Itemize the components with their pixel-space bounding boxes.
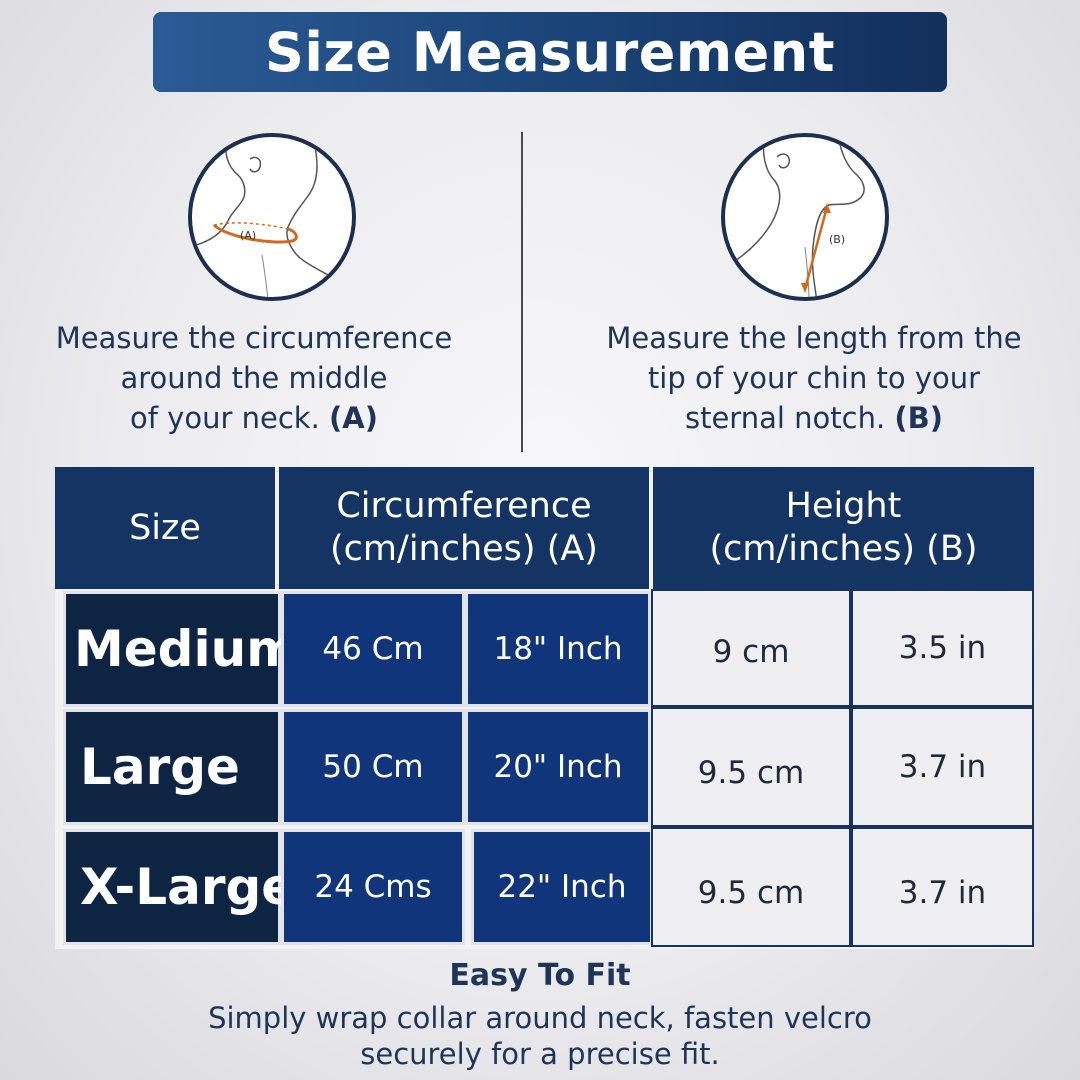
page-title: Size Measurement [264,20,836,84]
instruction-b-tag: (B) [894,401,944,435]
easy-to-fit-title: Easy To Fit [449,958,631,993]
header-size: Size [55,467,275,589]
x-large-circ-cm: 24 Cms [281,829,465,945]
instruction-a-line-3: of your neck. (A) [19,398,489,438]
large-height-in: 3.7 in [851,707,1034,827]
instruction-a-line-1: Measure the circumference [55,321,453,355]
instruction-b: Measure the length from the tip of your … [579,318,1049,438]
header-height-line-1: Height [785,486,902,526]
large-circ-in: 20" Inch [465,709,651,825]
header-circumference: Circumference (cm/inches) (A) [279,467,649,589]
instruction-b-line-1: Measure the length from the [606,321,1022,355]
size-x-large: X-Large [63,829,295,945]
large-height-cm: 9.5 cm [651,707,851,827]
medium-height-in: 3.5 in [851,589,1034,707]
section-divider [521,132,523,452]
illustration-label-a: (A) [240,229,256,242]
header-height-line-2: (cm/inches) (B) [709,529,978,569]
x-large-circ-in: 22" Inch [471,829,653,945]
size-medium: Medium [63,591,298,707]
easy-to-fit-line-2: securely for a precise fit. [360,1037,720,1071]
instruction-b-line-3: sternal notch. (B) [579,398,1049,438]
medium-circ-cm: 46 Cm [281,591,465,707]
header-circumference-line-2: (cm/inches) (A) [330,529,598,569]
title-banner: Size Measurement [153,12,947,92]
x-large-height-cm: 9.5 cm [651,827,851,947]
header-size-label: Size [129,507,201,548]
easy-to-fit-text: Simply wrap collar around neck, fasten v… [0,1000,1080,1072]
illustration-label-b: (B) [829,233,845,246]
instruction-b-line-2: tip of your chin to your [647,361,981,395]
x-large-height-in: 3.7 in [851,827,1034,947]
large-circ-cm: 50 Cm [281,709,465,825]
header-height: Height (cm/inches) (B) [653,467,1034,589]
instruction-b-line-3-text: sternal notch. [684,401,886,435]
chin-to-sternum-illustration: (B) [721,133,889,301]
neck-circumference-icon: (A) [195,137,352,297]
instruction-a-tag: (A) [329,401,378,435]
instruction-a: Measure the circumference around the mid… [19,318,489,438]
instruction-a-line-2: around the middle [120,361,388,395]
medium-height-cm: 9 cm [651,589,851,707]
easy-to-fit-line-1: Simply wrap collar around neck, fasten v… [208,1001,872,1035]
medium-circ-in: 18" Inch [465,591,651,707]
instruction-a-line-3-text: of your neck. [130,401,320,435]
header-circumference-line-1: Circumference [336,486,592,526]
chin-to-sternum-icon: (B) [734,137,865,297]
size-table: Size Circumference (cm/inches) (A) Heigh… [55,467,1034,949]
neck-circumference-illustration: (A) [188,133,356,301]
size-large: Large [63,709,281,825]
